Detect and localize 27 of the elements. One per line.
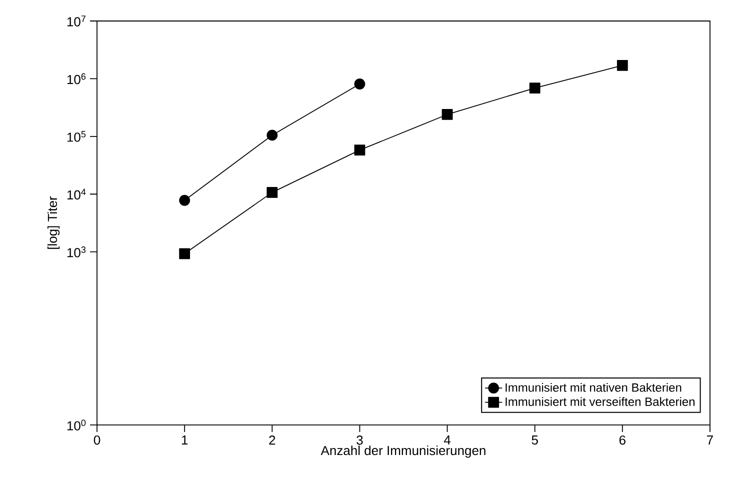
y-tick-label: 10$^{7}$ — [67, 16, 86, 26]
y-tick-label: 10$^{3}$ — [67, 246, 86, 258]
point — [354, 144, 366, 156]
y-tick-label: 10$^{0}$ — [67, 420, 86, 430]
legend-label: Immunisiert mit nativen Bakterien — [506, 382, 682, 392]
point — [354, 78, 366, 90]
point — [179, 248, 190, 260]
x-tick-label: 6 — [619, 436, 626, 445]
x-tick-label: 3 — [356, 436, 363, 445]
x-tick-label: 0 — [94, 436, 100, 445]
point — [179, 194, 190, 206]
point — [266, 130, 278, 141]
y-tick-label: 10$^{5}$ — [67, 131, 86, 142]
x-tick-label: 7 — [707, 436, 713, 444]
x-tick-label: 2 — [269, 436, 276, 445]
point — [616, 60, 628, 71]
y-tick-label: 10$^{6}$ — [67, 73, 86, 84]
point — [266, 186, 278, 198]
point — [442, 109, 453, 120]
point — [529, 82, 540, 94]
y-tick-label: 10$^{4}$ — [67, 188, 86, 200]
y-axis-title: [log] Titer — [47, 196, 60, 249]
x-tick-label: 1 — [182, 436, 188, 444]
legend-label: Immunisiert mit verseiften Bakterien — [506, 397, 694, 406]
x-tick-label: 4 — [444, 436, 451, 444]
x-tick-label: 5 — [532, 436, 538, 445]
x-axis-title: Anzahl der Immunisierungen — [320, 446, 486, 458]
